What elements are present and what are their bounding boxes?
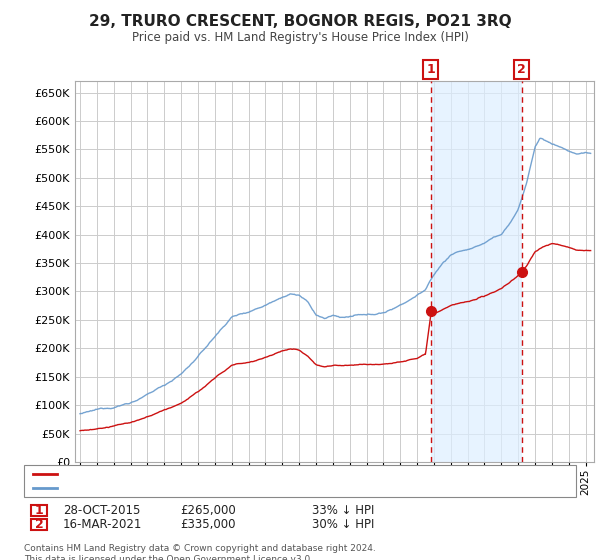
Text: 30% ↓ HPI: 30% ↓ HPI <box>312 518 374 531</box>
Text: 29, TRURO CRESCENT, BOGNOR REGIS, PO21 3RQ (detached house): 29, TRURO CRESCENT, BOGNOR REGIS, PO21 3… <box>63 469 420 479</box>
Text: £335,000: £335,000 <box>180 518 235 531</box>
Bar <box>431 81 522 462</box>
Text: Price paid vs. HM Land Registry's House Price Index (HPI): Price paid vs. HM Land Registry's House … <box>131 31 469 44</box>
Text: £265,000: £265,000 <box>180 504 236 517</box>
Text: 1: 1 <box>427 63 435 76</box>
Text: 2: 2 <box>35 518 43 531</box>
Text: Contains HM Land Registry data © Crown copyright and database right 2024.
This d: Contains HM Land Registry data © Crown c… <box>24 544 376 560</box>
Text: 2: 2 <box>517 63 526 76</box>
Text: HPI: Average price, detached house, Arun: HPI: Average price, detached house, Arun <box>63 483 281 493</box>
Text: 29, TRURO CRESCENT, BOGNOR REGIS, PO21 3RQ: 29, TRURO CRESCENT, BOGNOR REGIS, PO21 3… <box>89 14 511 29</box>
Text: 28-OCT-2015: 28-OCT-2015 <box>63 504 140 517</box>
Text: 33% ↓ HPI: 33% ↓ HPI <box>312 504 374 517</box>
Text: 1: 1 <box>35 504 43 517</box>
Text: 16-MAR-2021: 16-MAR-2021 <box>63 518 142 531</box>
